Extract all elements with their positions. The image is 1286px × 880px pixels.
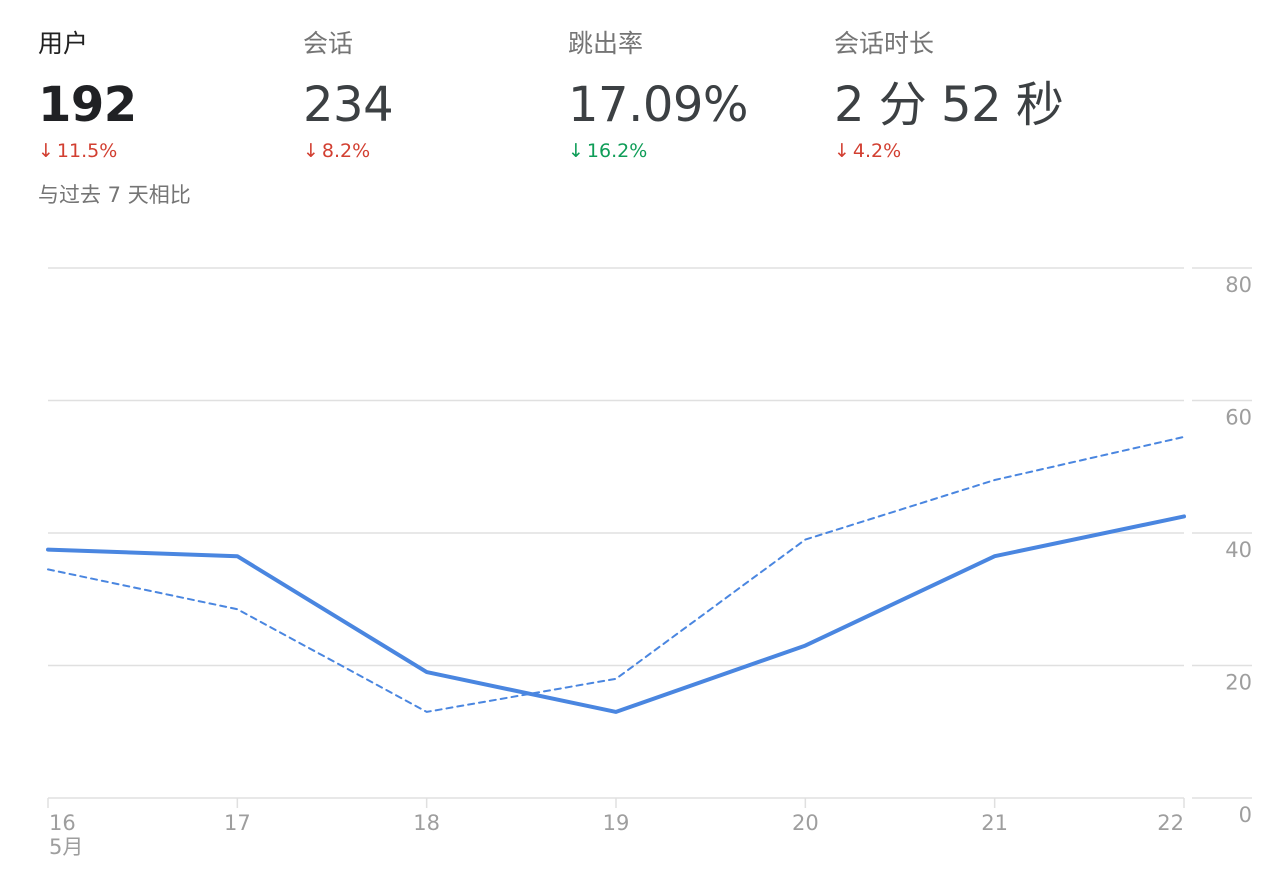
metric-users[interactable]: 用户 192 ↓ 11.5% [38,26,298,164]
metric-change: ↓ 16.2% [568,138,828,164]
arrow-down-icon: ↓ [38,140,54,162]
x-tick-label: 18 [413,811,440,835]
metric-sessions[interactable]: 会话 234 ↓ 8.2% [303,26,563,164]
metric-label: 会话 [303,29,354,58]
x-tick-label: 21 [981,811,1008,835]
metric-value: 2 分 52 秒 [834,77,1064,133]
metric-value: 192 [38,77,137,133]
metric-session-duration[interactable]: 会话时长 2 分 52 秒 ↓ 4.2% [834,26,1094,164]
metric-change-value: 11.5% [56,140,118,162]
x-tick-label: 16 [49,811,76,835]
x-tick-label: 17 [224,811,251,835]
metric-value: 17.09% [568,77,749,133]
y-tick-label: 20 [1225,671,1252,695]
x-tick-label: 22 [1157,811,1184,835]
arrow-down-icon: ↓ [834,140,850,162]
metric-value: 234 [303,77,394,133]
series-line-current-period [46,514,1186,714]
metric-label: 跳出率 [568,29,644,58]
metric-change-value: 16.2% [586,140,648,162]
y-tick-label: 40 [1225,538,1252,562]
x-month-label: 5月 [49,835,83,859]
y-tick-label: 0 [1239,803,1252,827]
metrics-summary: 用户 192 ↓ 11.5% 会话 234 ↓ 8.2% 跳出率 17.09% ↓ 1… [0,0,1286,230]
metric-change-value: 4.2% [852,140,902,162]
y-tick-label: 60 [1225,406,1252,430]
metric-change: ↓ 11.5% [38,138,298,164]
series-line-previous-period [47,435,1185,713]
metric-change-value: 8.2% [321,140,371,162]
metric-label: 用户 [38,29,89,58]
metric-bounce-rate[interactable]: 跳出率 17.09% ↓ 16.2% [568,26,828,164]
metric-change: ↓ 4.2% [834,138,1094,164]
comparison-note: 与过去 7 天相比 [38,183,191,207]
arrow-down-icon: ↓ [303,140,319,162]
metric-change: ↓ 8.2% [303,138,563,164]
y-tick-label: 80 [1225,273,1252,297]
metric-label: 会话时长 [834,29,935,58]
arrow-down-icon: ↓ [568,140,584,162]
x-tick-label: 20 [792,811,819,835]
x-tick-label: 19 [603,811,630,835]
